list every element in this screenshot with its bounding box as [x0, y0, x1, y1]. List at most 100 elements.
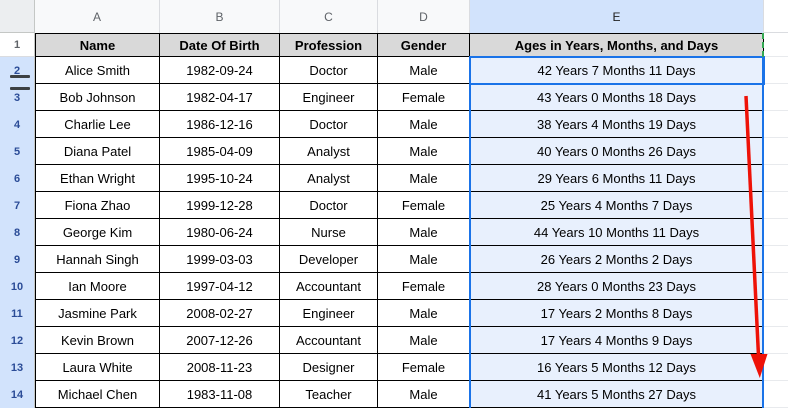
cell-E7[interactable]: 25 Years 4 Months 7 Days [470, 192, 764, 219]
cell-A2[interactable]: Alice Smith [35, 57, 160, 84]
cell-C8[interactable]: Nurse [280, 219, 378, 246]
cell-C10[interactable]: Accountant [280, 273, 378, 300]
cell-A1[interactable]: Name [35, 33, 160, 57]
cell-filler-6[interactable] [764, 165, 788, 192]
cell-E13[interactable]: 16 Years 5 Months 12 Days [470, 354, 764, 381]
cell-C14[interactable]: Teacher [280, 381, 378, 408]
cell-D6[interactable]: Male [378, 165, 470, 192]
cell-B11[interactable]: 2008-02-27 [160, 300, 280, 327]
cell-E6[interactable]: 29 Years 6 Months 11 Days [470, 165, 764, 192]
cell-D10[interactable]: Female [378, 273, 470, 300]
column-header-E[interactable]: E [470, 0, 764, 33]
row-resize-handle[interactable] [10, 75, 30, 78]
column-header-D[interactable]: D [378, 0, 470, 33]
cell-B10[interactable]: 1997-04-12 [160, 273, 280, 300]
cell-B1[interactable]: Date Of Birth [160, 33, 280, 57]
cell-B3[interactable]: 1982-04-17 [160, 84, 280, 111]
cell-filler-2[interactable] [764, 57, 788, 84]
cell-B12[interactable]: 2007-12-26 [160, 327, 280, 354]
cell-D2[interactable]: Male [378, 57, 470, 84]
cell-B6[interactable]: 1995-10-24 [160, 165, 280, 192]
row-header-11[interactable]: 11 [0, 300, 35, 327]
cell-C4[interactable]: Doctor [280, 111, 378, 138]
row-header-2[interactable]: 2 [0, 57, 35, 84]
cell-filler-1[interactable] [764, 33, 788, 57]
cell-A14[interactable]: Michael Chen [35, 381, 160, 408]
cell-D8[interactable]: Male [378, 219, 470, 246]
cell-C5[interactable]: Analyst [280, 138, 378, 165]
cell-B2[interactable]: 1982-09-24 [160, 57, 280, 84]
cell-C12[interactable]: Accountant [280, 327, 378, 354]
row-header-7[interactable]: 7 [0, 192, 35, 219]
cell-E1[interactable]: Ages in Years, Months, and Days [470, 33, 764, 57]
cell-D11[interactable]: Male [378, 300, 470, 327]
cell-D14[interactable]: Male [378, 381, 470, 408]
cell-E10[interactable]: 28 Years 0 Months 23 Days [470, 273, 764, 300]
cell-C13[interactable]: Designer [280, 354, 378, 381]
cell-E4[interactable]: 38 Years 4 Months 19 Days [470, 111, 764, 138]
row-header-1[interactable]: 1 [0, 33, 35, 57]
cell-filler-9[interactable] [764, 246, 788, 273]
cell-C9[interactable]: Developer [280, 246, 378, 273]
cell-filler-3[interactable] [764, 84, 788, 111]
row-resize-handle[interactable] [10, 87, 30, 90]
cell-A5[interactable]: Diana Patel [35, 138, 160, 165]
cell-C11[interactable]: Engineer [280, 300, 378, 327]
row-header-14[interactable]: 14 [0, 381, 35, 408]
cell-C3[interactable]: Engineer [280, 84, 378, 111]
cell-A12[interactable]: Kevin Brown [35, 327, 160, 354]
cell-A10[interactable]: Ian Moore [35, 273, 160, 300]
cell-D12[interactable]: Male [378, 327, 470, 354]
cell-B14[interactable]: 1983-11-08 [160, 381, 280, 408]
cell-E5[interactable]: 40 Years 0 Months 26 Days [470, 138, 764, 165]
cell-D5[interactable]: Male [378, 138, 470, 165]
cell-D4[interactable]: Male [378, 111, 470, 138]
cell-filler-11[interactable] [764, 300, 788, 327]
cell-E8[interactable]: 44 Years 10 Months 11 Days [470, 219, 764, 246]
select-all-corner[interactable] [0, 0, 35, 33]
cell-D1[interactable]: Gender [378, 33, 470, 57]
cell-A11[interactable]: Jasmine Park [35, 300, 160, 327]
cell-filler-14[interactable] [764, 381, 788, 408]
cell-B9[interactable]: 1999-03-03 [160, 246, 280, 273]
row-header-6[interactable]: 6 [0, 165, 35, 192]
row-header-12[interactable]: 12 [0, 327, 35, 354]
column-header-A[interactable]: A [35, 0, 160, 33]
cell-filler-7[interactable] [764, 192, 788, 219]
cell-A4[interactable]: Charlie Lee [35, 111, 160, 138]
cell-filler-5[interactable] [764, 138, 788, 165]
row-header-4[interactable]: 4 [0, 111, 35, 138]
column-header-B[interactable]: B [160, 0, 280, 33]
row-header-5[interactable]: 5 [0, 138, 35, 165]
cell-E12[interactable]: 17 Years 4 Months 9 Days [470, 327, 764, 354]
cell-E11[interactable]: 17 Years 2 Months 8 Days [470, 300, 764, 327]
cell-E14[interactable]: 41 Years 5 Months 27 Days [470, 381, 764, 408]
cell-A9[interactable]: Hannah Singh [35, 246, 160, 273]
cell-A3[interactable]: Bob Johnson [35, 84, 160, 111]
cell-C2[interactable]: Doctor [280, 57, 378, 84]
cell-A6[interactable]: Ethan Wright [35, 165, 160, 192]
cell-filler-10[interactable] [764, 273, 788, 300]
row-header-8[interactable]: 8 [0, 219, 35, 246]
cell-D7[interactable]: Female [378, 192, 470, 219]
cell-A13[interactable]: Laura White [35, 354, 160, 381]
row-header-9[interactable]: 9 [0, 246, 35, 273]
cell-E9[interactable]: 26 Years 2 Months 2 Days [470, 246, 764, 273]
cell-B7[interactable]: 1999-12-28 [160, 192, 280, 219]
cell-C6[interactable]: Analyst [280, 165, 378, 192]
cell-E3[interactable]: 43 Years 0 Months 18 Days [470, 84, 764, 111]
cell-C1[interactable]: Profession [280, 33, 378, 57]
cell-B8[interactable]: 1980-06-24 [160, 219, 280, 246]
cell-D3[interactable]: Female [378, 84, 470, 111]
row-header-13[interactable]: 13 [0, 354, 35, 381]
cell-A7[interactable]: Fiona Zhao [35, 192, 160, 219]
cell-filler-4[interactable] [764, 111, 788, 138]
cell-filler-8[interactable] [764, 219, 788, 246]
cell-C7[interactable]: Doctor [280, 192, 378, 219]
cell-filler-13[interactable] [764, 354, 788, 381]
cell-D9[interactable]: Male [378, 246, 470, 273]
column-header-C[interactable]: C [280, 0, 378, 33]
cell-B5[interactable]: 1985-04-09 [160, 138, 280, 165]
cell-B4[interactable]: 1986-12-16 [160, 111, 280, 138]
cell-D13[interactable]: Female [378, 354, 470, 381]
